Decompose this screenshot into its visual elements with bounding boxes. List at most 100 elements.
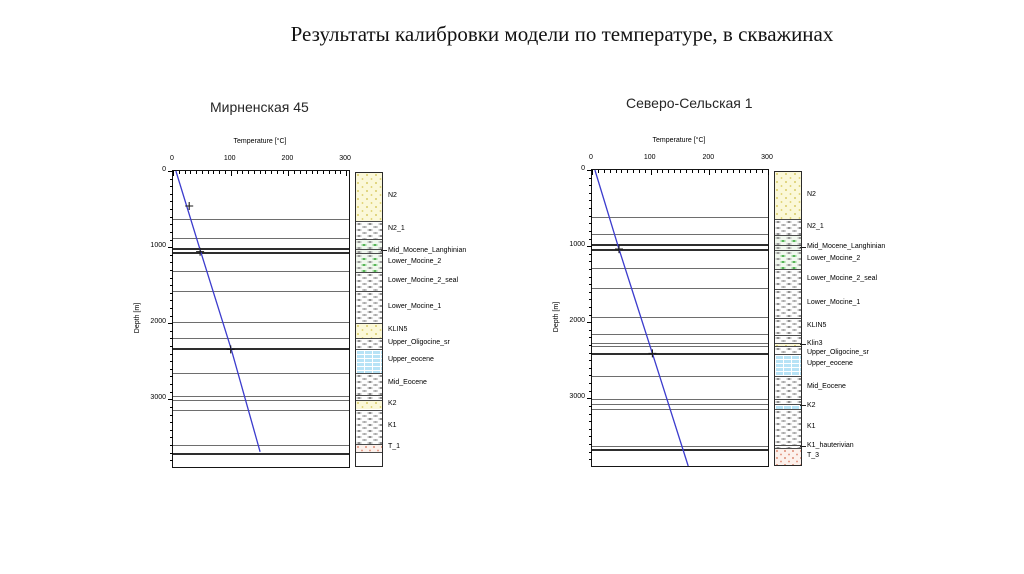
depth-axis-tick [589, 261, 592, 263]
strat-layer-label: Mid_Eocene [388, 379, 427, 387]
depth-axis-tick [589, 360, 592, 362]
depth-axis-tick [170, 353, 173, 355]
depth-axis-tick [170, 406, 173, 408]
model-temperature-line [175, 170, 261, 452]
strat-layer-label: Lower_Mocine_2 [388, 257, 442, 265]
strat-layer-label: Lower_Mocine_2 [807, 255, 861, 263]
x-axis-tick [271, 171, 273, 174]
formation-boundary-line [592, 409, 768, 411]
temperature-profile-svg [175, 170, 261, 452]
strat-layer-label: Upper_Oligocine_sr [388, 338, 450, 346]
x-axis-tick [750, 170, 752, 173]
strat-layer-label: N2 [388, 192, 397, 200]
x-axis-tick [196, 171, 198, 174]
depth-axis-tick-label: 0 [162, 166, 166, 173]
depth-axis-tick-label: 0 [581, 165, 585, 172]
well-chart-severo-selskaya-1: Temperature [°C] Depth [m] 0 100 200 300 0 10… [553, 129, 915, 529]
strat-label-connector [381, 250, 387, 251]
depth-axis-tick [170, 231, 173, 233]
x-axis-tick [236, 171, 238, 174]
x-axis-tick [768, 170, 769, 175]
x-axis-tick [697, 170, 699, 173]
depth-axis-tick [170, 452, 173, 454]
formation-boundary-line [592, 446, 768, 448]
strat-layer-label: T_3 [807, 452, 820, 460]
x-axis-tick-label: 0 [170, 155, 174, 162]
x-axis-tick [721, 170, 723, 173]
formation-boundary-line [173, 290, 349, 292]
formation-boundary-line [173, 409, 349, 411]
strat-layer-label: T_1 [388, 443, 401, 451]
depth-axis-tick [589, 276, 592, 278]
depth-axis-tick [589, 459, 592, 461]
depth-axis-tick-label: 3000 [569, 393, 585, 401]
depth-axis-tick [589, 291, 592, 293]
strat-layer-N2 [775, 172, 801, 219]
depth-axis-tick [589, 443, 592, 445]
x-axis-tick [738, 170, 740, 173]
x-axis-tick [756, 170, 758, 173]
depth-axis-tick [170, 444, 173, 446]
strat-layer-Lower_Mocine_2 [775, 250, 801, 270]
strat-layer-Upper_eocene [356, 348, 382, 373]
depth-axis-tick [587, 322, 592, 324]
x-axis-tick [178, 171, 180, 174]
x-axis-tick [328, 171, 330, 174]
formation-boundary-line [173, 251, 349, 254]
x-axis-tick [621, 170, 623, 173]
depth-axis-tick [170, 391, 173, 393]
depth-axis-tick [170, 384, 173, 386]
x-axis-tick [674, 170, 676, 173]
strat-layer-Upper_eocene [775, 353, 801, 377]
strat-label-connector [800, 445, 806, 447]
depth-axis-tick [589, 329, 592, 331]
strat-layer-K1 [356, 409, 382, 445]
formation-boundary-line [173, 238, 349, 239]
x-axis-tick [311, 171, 313, 174]
formation-boundary-line [173, 444, 349, 446]
strat-layer-label: Lower_Mocine_2_seal [388, 277, 459, 284]
formation-boundary-line [592, 244, 768, 247]
strat-layer-K1_hauterivian [775, 445, 801, 449]
x-axis-tick [276, 171, 278, 174]
temperature-profile-svg [594, 169, 689, 467]
depth-axis-tick [589, 230, 592, 232]
formation-boundary-line [173, 218, 349, 220]
depth-axis-tick [589, 215, 592, 217]
x-axis-tick [305, 171, 307, 174]
x-axis-tick [300, 171, 301, 174]
depth-axis-tick [589, 367, 592, 369]
measured-temperature-marker [185, 202, 194, 210]
depth-axis-tick [170, 376, 173, 378]
x-axis-tick [603, 170, 605, 173]
strat-layer-label: Upper_Oligocine_sr [807, 349, 869, 357]
depth-axis-tick [170, 277, 173, 279]
depth-axis-tick [589, 421, 592, 423]
formation-boundary-line [173, 270, 349, 272]
strat-layer-KLIN5 [356, 322, 382, 338]
depth-axis-tick [589, 345, 592, 346]
well-chart-mirnenskaya-45: Temperature [°C] Depth [m] 0 100 200 300 0 10… [134, 130, 496, 530]
x-axis-tick [323, 171, 324, 174]
strat-layer-N2_1 [356, 220, 382, 240]
depth-axis-tick [589, 299, 592, 301]
strat-layer-K2 [775, 404, 801, 409]
depth-axis-tick [170, 239, 173, 241]
depth-axis-tick-label: 2000 [150, 318, 166, 326]
strat-layer-label: Upper_eocene [388, 356, 434, 364]
strat-layer-label: Klin3 [807, 340, 823, 348]
formation-boundary-line [173, 400, 349, 401]
depth-axis-tick [170, 437, 173, 439]
formation-boundary-line [592, 399, 768, 400]
strat-layer-Mid_Mocene_Langhinian [356, 249, 382, 253]
x-axis-tick [259, 171, 261, 174]
depth-axis-tick [589, 307, 592, 308]
depth-axis-tick [170, 262, 173, 264]
strat-layer-unnamed [775, 334, 801, 344]
x-axis-tick [715, 170, 717, 173]
formation-boundary-line [592, 449, 768, 452]
depth-axis-tick [589, 177, 592, 179]
depth-axis-tick [170, 346, 173, 347]
x-axis-tick-label: 100 [223, 155, 236, 162]
